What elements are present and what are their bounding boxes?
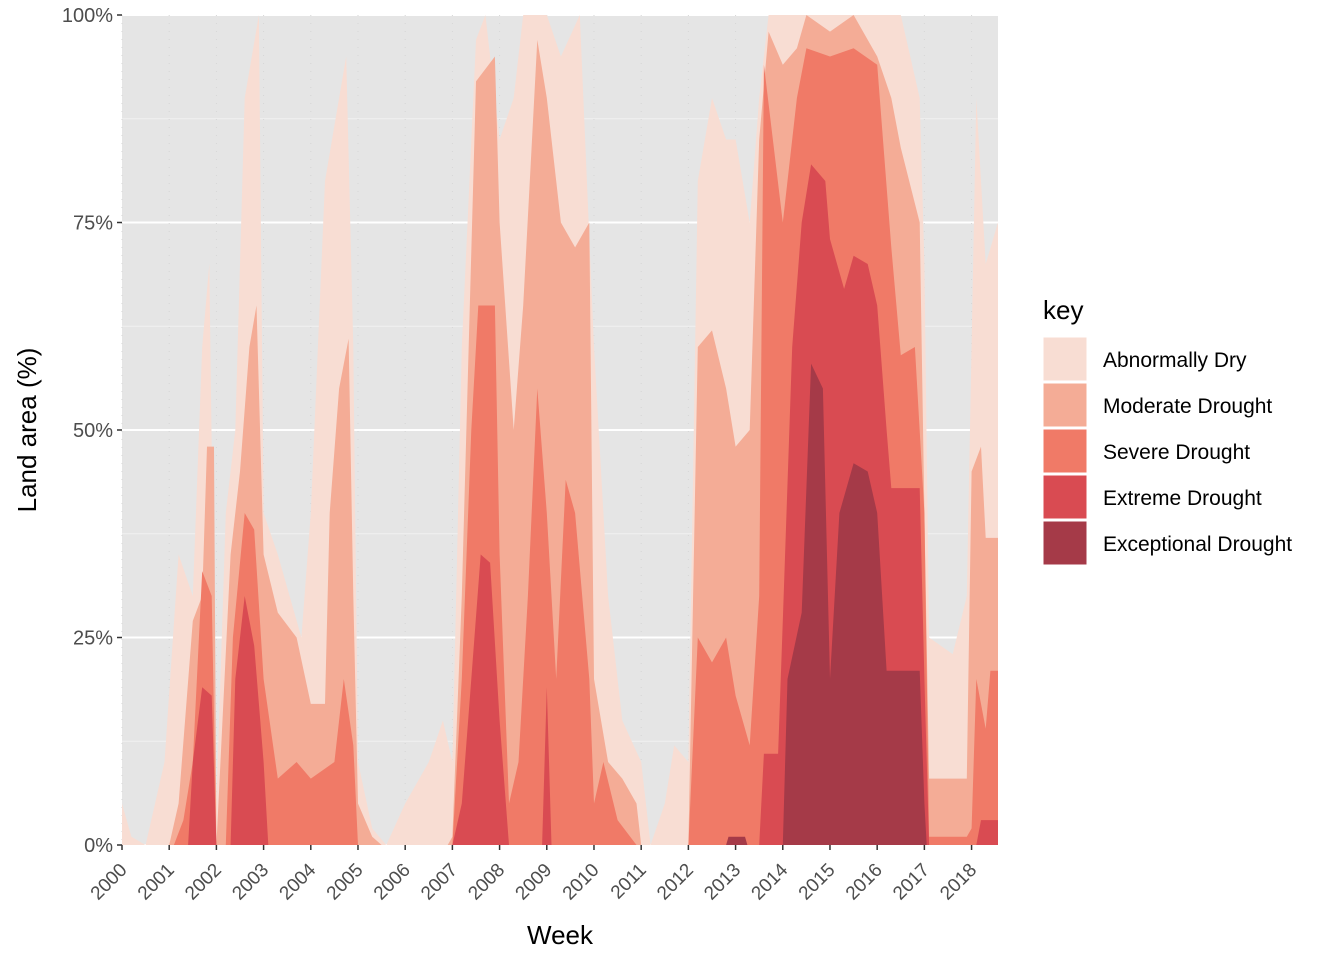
x-tick-label: 2005 [323, 860, 368, 905]
legend-label: Moderate Drought [1103, 395, 1272, 418]
x-tick-label: 2018 [936, 860, 981, 905]
x-tick-label: 2014 [748, 859, 793, 904]
x-tick-label: 2016 [842, 860, 887, 905]
x-tick-label: 2013 [700, 860, 745, 905]
x-tick-label: 2010 [559, 860, 604, 905]
y-tick-label: 75% [73, 213, 113, 235]
y-tick-label: 50% [73, 420, 113, 442]
x-tick-label: 2002 [181, 860, 226, 905]
legend-label: Extreme Drought [1103, 487, 1262, 510]
x-tick-label: 2011 [607, 860, 651, 904]
legend-label: Exceptional Drought [1103, 533, 1292, 556]
x-tick-label: 2008 [464, 860, 509, 905]
x-tick-label: 2001 [134, 860, 179, 905]
legend-swatch [1042, 520, 1088, 566]
x-tick-label: 2017 [889, 860, 934, 905]
legend-label: Severe Drought [1103, 441, 1250, 464]
y-tick-label: 0% [84, 835, 113, 857]
y-tick-label: 25% [73, 628, 113, 650]
area-severe-drought [122, 48, 998, 845]
x-tick-label: 2006 [370, 860, 415, 905]
legend-swatch [1042, 336, 1088, 382]
y-axis-title: Land area (%) [12, 348, 42, 513]
x-tick-label: 2000 [87, 860, 132, 905]
legend-label: Abnormally Dry [1103, 349, 1247, 372]
legend-swatch [1042, 474, 1088, 520]
x-tick-label: 2009 [512, 860, 557, 905]
x-tick-label: 2004 [276, 859, 321, 904]
x-tick-label: 2007 [417, 860, 462, 905]
legend-title: key [1043, 295, 1083, 325]
area-exceptional-drought [122, 363, 998, 845]
y-tick-label: 100% [62, 5, 113, 27]
x-axis-title: Week [527, 920, 594, 950]
x-tick-label: 2003 [228, 860, 273, 905]
x-tick-label: 2015 [795, 860, 840, 905]
x-tick-label: 2012 [653, 860, 698, 905]
legend-swatch [1042, 428, 1088, 474]
legend-swatch [1042, 382, 1088, 428]
